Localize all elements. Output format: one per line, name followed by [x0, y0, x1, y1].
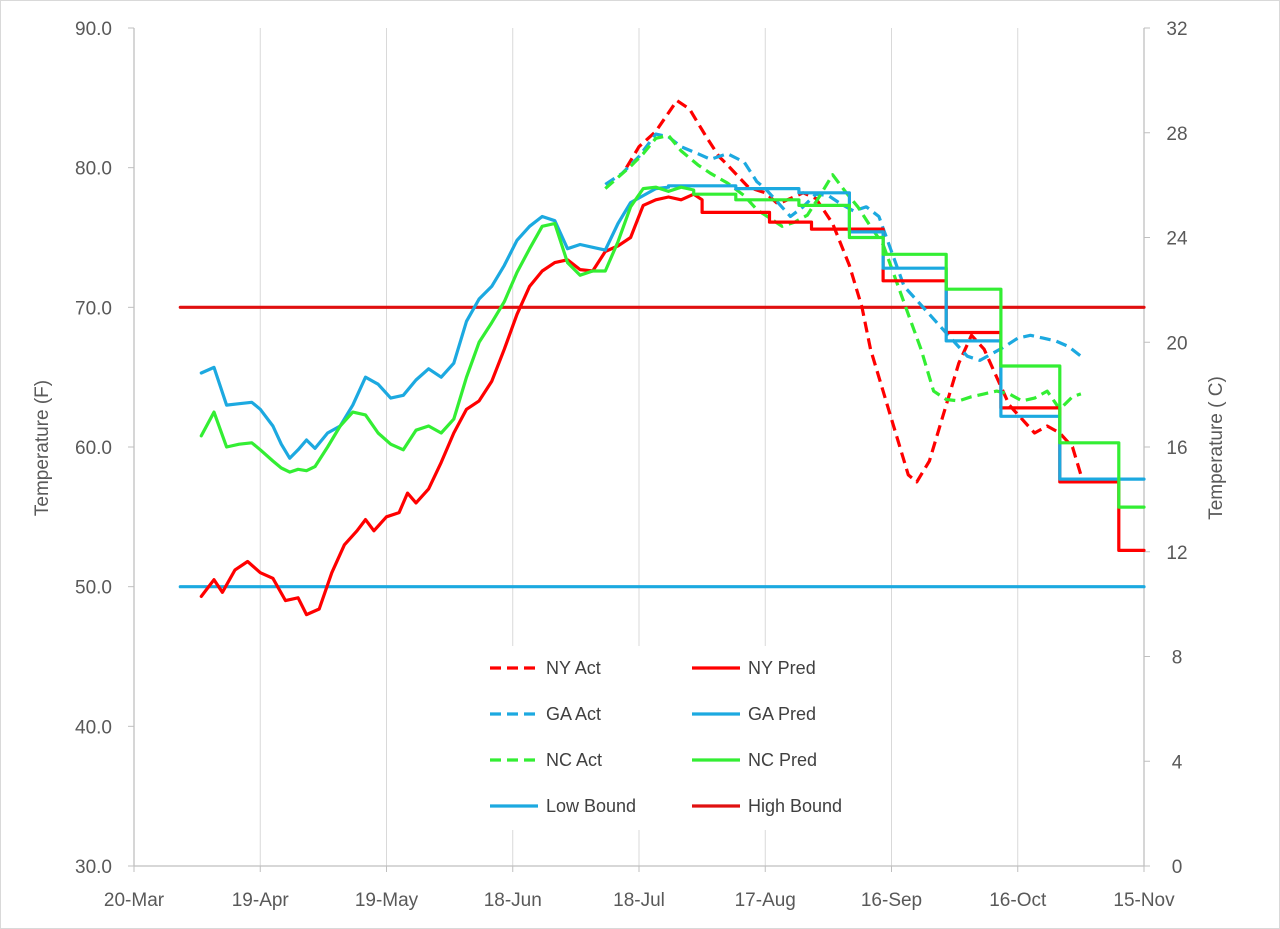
- legend-label-ga-act: GA Act: [546, 704, 601, 724]
- x-tick-label: 16-Oct: [989, 890, 1047, 911]
- legend-label-low-bound: Low Bound: [546, 796, 636, 816]
- y-tick-label: 30.0: [75, 857, 112, 878]
- x-tick-label: 19-Apr: [232, 890, 290, 911]
- y2-tick-label: 12: [1166, 543, 1187, 564]
- y2-tick-label: 4: [1172, 752, 1183, 773]
- y-tick-label: 40.0: [75, 717, 112, 738]
- y-axis-title: Temperature (F): [32, 380, 53, 516]
- legend-label-high-bound: High Bound: [748, 796, 842, 816]
- legend-label-ny-act: NY Act: [546, 658, 601, 678]
- series-line-ga-act: [604, 132, 1082, 362]
- series-line-nc-act: [604, 133, 1082, 411]
- gridlines: [259, 28, 1145, 866]
- series-lines: [178, 98, 1146, 617]
- legend: NY Act NY Pred GA Act GA Pred NC Act NC Pred L…: [468, 646, 878, 830]
- x-tick-label: 19-May: [355, 890, 419, 911]
- y2-tick-label: 20: [1166, 333, 1187, 354]
- series-line-nc-pred: [199, 185, 1146, 509]
- y2-tick-label: 16: [1166, 438, 1187, 459]
- legend-label-ga-pred: GA Pred: [748, 704, 816, 724]
- legend-label-ny-pred: NY Pred: [748, 658, 816, 678]
- x-tick-label: 15-Nov: [1113, 890, 1175, 911]
- legend-box: [468, 646, 878, 830]
- x-tick-label: 18-Jul: [613, 890, 665, 911]
- y2-tick-label: 32: [1166, 19, 1187, 40]
- y2-tick-label: 24: [1166, 229, 1188, 250]
- x-tick-label: 20-Mar: [104, 890, 165, 911]
- y-tick-label: 50.0: [75, 578, 112, 599]
- y2-tick-label: 8: [1172, 648, 1183, 669]
- y-tick-label: 90.0: [75, 19, 112, 40]
- legend-label-nc-act: NC Act: [546, 750, 602, 770]
- series-line-ga-pred: [199, 184, 1146, 481]
- y-tick-label: 80.0: [75, 159, 112, 180]
- x-tick-label: 18-Jun: [484, 890, 542, 911]
- x-tick-label: 17-Aug: [735, 890, 796, 911]
- x-tick-label: 16-Sep: [861, 890, 922, 911]
- axes: 20-Mar 19-Apr 19-May 18-Jun 18-Jul 17-Aug 16-S…: [75, 19, 1188, 911]
- y2-tick-label: 0: [1172, 857, 1183, 878]
- legend-label-nc-pred: NC Pred: [748, 750, 817, 770]
- y2-tick-label: 28: [1166, 124, 1187, 145]
- y-tick-label: 70.0: [75, 298, 112, 319]
- y-tick-label: 60.0: [75, 438, 112, 459]
- y2-axis-title: Temperature ( C): [1206, 376, 1227, 520]
